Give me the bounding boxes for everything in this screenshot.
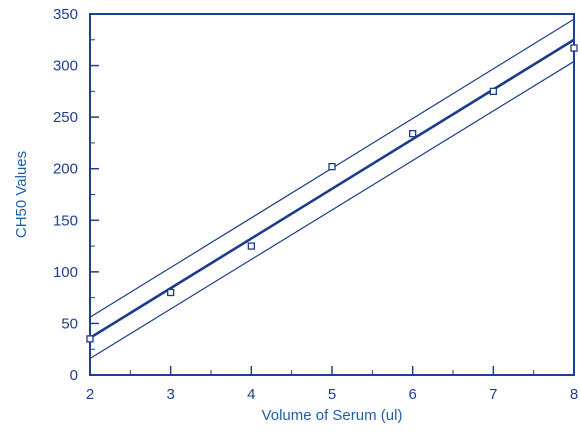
data-point bbox=[570, 44, 578, 52]
plot-frame bbox=[89, 13, 575, 376]
axis-ticks bbox=[89, 13, 575, 376]
y-tick-label: 0 bbox=[70, 367, 78, 384]
x-tick-label: 6 bbox=[408, 386, 416, 403]
data-point bbox=[409, 129, 417, 138]
data-point bbox=[247, 242, 255, 250]
x-axis-label: Volume of Serum (ul) bbox=[262, 407, 403, 424]
y-tick-label: 100 bbox=[53, 264, 78, 281]
y-axis-label: CH50 Values bbox=[13, 151, 30, 238]
fit-lines bbox=[89, 18, 575, 360]
regression-line bbox=[89, 38, 575, 339]
data-point bbox=[86, 335, 94, 343]
data-point bbox=[167, 288, 175, 297]
data-point bbox=[328, 163, 336, 171]
x-tick-label: 8 bbox=[570, 386, 578, 403]
y-tick-label: 200 bbox=[53, 161, 78, 178]
lower-confidence-line bbox=[89, 60, 575, 360]
y-tick-label: 150 bbox=[53, 212, 78, 229]
data-points bbox=[86, 44, 578, 343]
x-tick-label: 4 bbox=[247, 386, 255, 403]
y-tick-label: 250 bbox=[53, 109, 78, 126]
data-point bbox=[489, 87, 497, 96]
y-tick-label: 50 bbox=[61, 315, 78, 332]
y-tick-label: 350 bbox=[53, 6, 78, 23]
y-tick-label: 300 bbox=[53, 58, 78, 75]
x-tick-label: 5 bbox=[328, 386, 336, 403]
x-tick-label: 2 bbox=[86, 386, 94, 403]
x-tick-label: 7 bbox=[489, 386, 497, 403]
tick-labels: 0 50 100 150 200 250 300 350 2 3 4 5 6 7 8 bbox=[53, 6, 578, 403]
x-tick-label: 3 bbox=[166, 386, 174, 403]
plot-area bbox=[89, 13, 575, 376]
